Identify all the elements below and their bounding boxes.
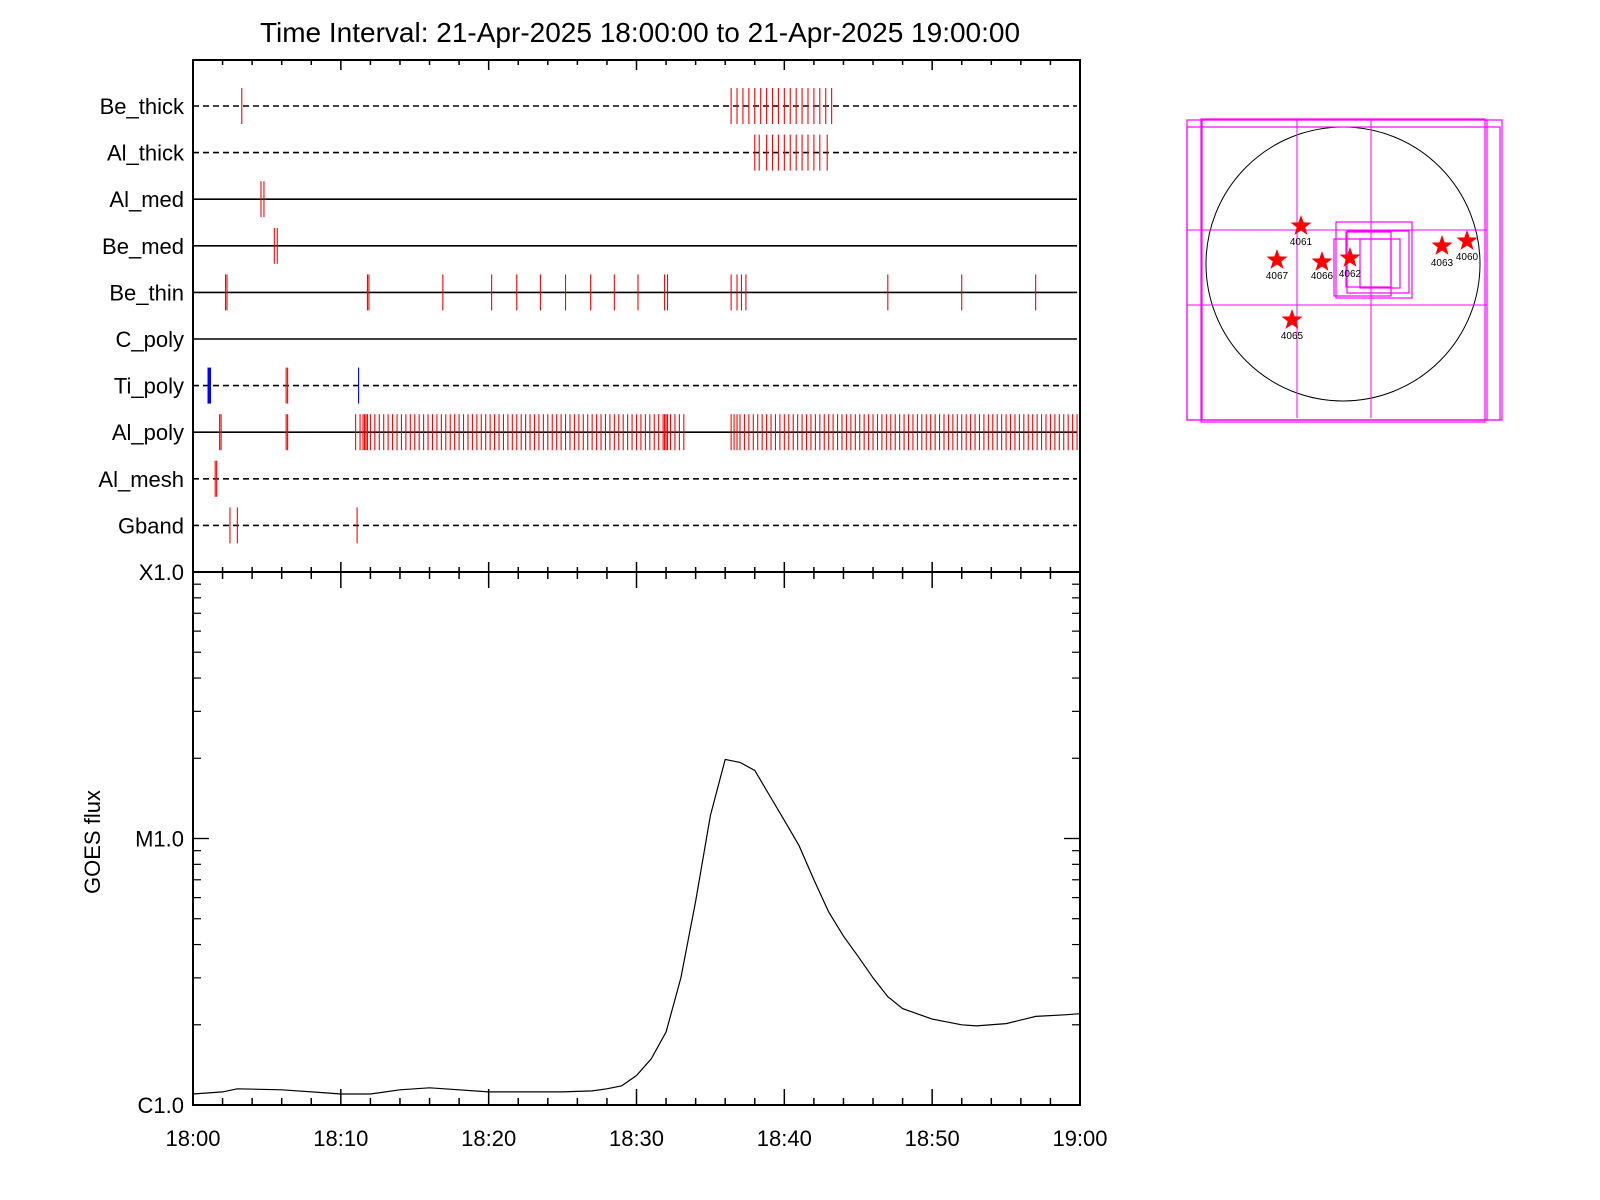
channel-row-ti-poly: Ti_poly (114, 367, 1077, 404)
flare-id-label: 4060 (1456, 252, 1479, 263)
fov-box (1335, 221, 1413, 299)
star-icon (1431, 235, 1453, 255)
goes-y-tick-label: X1.0 (139, 560, 184, 585)
star-icon (1266, 249, 1288, 269)
event-timeline-panel: Be_thick Al_thick Al_med Be_med Be_thin C_pol… (98, 59, 1081, 573)
goes-x-tick-label: 18:50 (905, 1126, 960, 1151)
goes-x-tick-label: 18:30 (609, 1126, 664, 1151)
fov-box (1186, 119, 1488, 421)
channel-row-al-thick: Al_thick (107, 134, 1077, 171)
goes-x-tick-label: 18:20 (461, 1126, 516, 1151)
flare-id-label: 4065 (1281, 331, 1304, 342)
fov-box (1186, 126, 1501, 421)
flare-marker: 4062 (1339, 247, 1362, 280)
star-icon (1281, 309, 1303, 329)
channel-label: Al_med (109, 187, 184, 212)
flare-marker: 4060 (1456, 230, 1479, 263)
flare-marker: 4066 (1311, 251, 1334, 282)
flare-marker: 4067 (1266, 249, 1289, 282)
channel-row-be-thin: Be_thin (109, 274, 1077, 311)
star-icon (1290, 215, 1312, 235)
goes-y-tick-label: M1.0 (135, 827, 184, 852)
channel-row-be-thick: Be_thick (100, 88, 1077, 124)
flare-id-label: 4063 (1431, 258, 1454, 269)
goes-x-tick-label: 18:10 (313, 1126, 368, 1151)
channel-label: Be_med (102, 234, 184, 259)
goes-flux-curve (192, 758, 1081, 1095)
channel-label: Al_poly (112, 420, 184, 445)
goes-x-tick-label: 18:00 (165, 1126, 220, 1151)
star-icon (1311, 251, 1333, 271)
flare-id-label: 4062 (1339, 269, 1362, 280)
channel-label: Be_thin (109, 280, 184, 305)
channel-row-al-poly: Al_poly (112, 414, 1078, 451)
channel-row-gband: Gband (118, 507, 1077, 544)
channel-row-c-poly: C_poly (116, 327, 1077, 352)
channel-label: C_poly (116, 327, 184, 352)
timeline-frame (192, 59, 1081, 573)
channel-label: Gband (118, 513, 184, 538)
channel-row-be-med: Be_med (102, 227, 1077, 264)
goes-y-axis-label: GOES flux (80, 790, 105, 894)
channel-label: Al_thick (107, 141, 185, 166)
flare-id-label: 4067 (1266, 271, 1289, 282)
flare-marker: 4063 (1431, 235, 1454, 269)
flare-marker: 4061 (1290, 215, 1313, 248)
fov-box (1359, 238, 1401, 289)
channel-row-al-med: Al_med (109, 181, 1077, 218)
channel-label: Al_mesh (98, 467, 184, 492)
goes-x-tick-label: 18:40 (757, 1126, 812, 1151)
star-icon (1339, 247, 1361, 267)
flare-id-label: 4061 (1290, 237, 1313, 248)
fov-box (1200, 118, 1486, 423)
channel-label: Ti_poly (114, 374, 184, 399)
flare-marker: 4065 (1281, 309, 1304, 342)
goes-y-tick-label: C1.0 (138, 1093, 184, 1118)
flare-id-label: 4066 (1311, 271, 1334, 282)
plot-title: Time Interval: 21-Apr-2025 18:00:00 to 2… (260, 17, 1020, 48)
goes-x-tick-label: 19:00 (1052, 1126, 1107, 1151)
star-icon (1456, 230, 1478, 250)
goes-flux-panel: 18:00 18:10 18:20 18:30 18:40 18:50 19:00 C1.0 M… (80, 560, 1108, 1151)
goes-frame (192, 571, 1081, 1106)
channel-label: Be_thick (100, 94, 185, 119)
channel-row-al-mesh: Al_mesh (98, 460, 1077, 497)
